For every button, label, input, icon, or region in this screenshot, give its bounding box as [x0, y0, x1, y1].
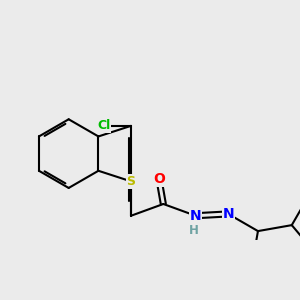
Text: O: O [153, 172, 165, 186]
Text: S: S [127, 175, 136, 188]
Text: Cl: Cl [97, 119, 111, 132]
Text: H: H [189, 224, 199, 237]
Text: N: N [222, 207, 234, 221]
Text: N: N [190, 209, 201, 223]
